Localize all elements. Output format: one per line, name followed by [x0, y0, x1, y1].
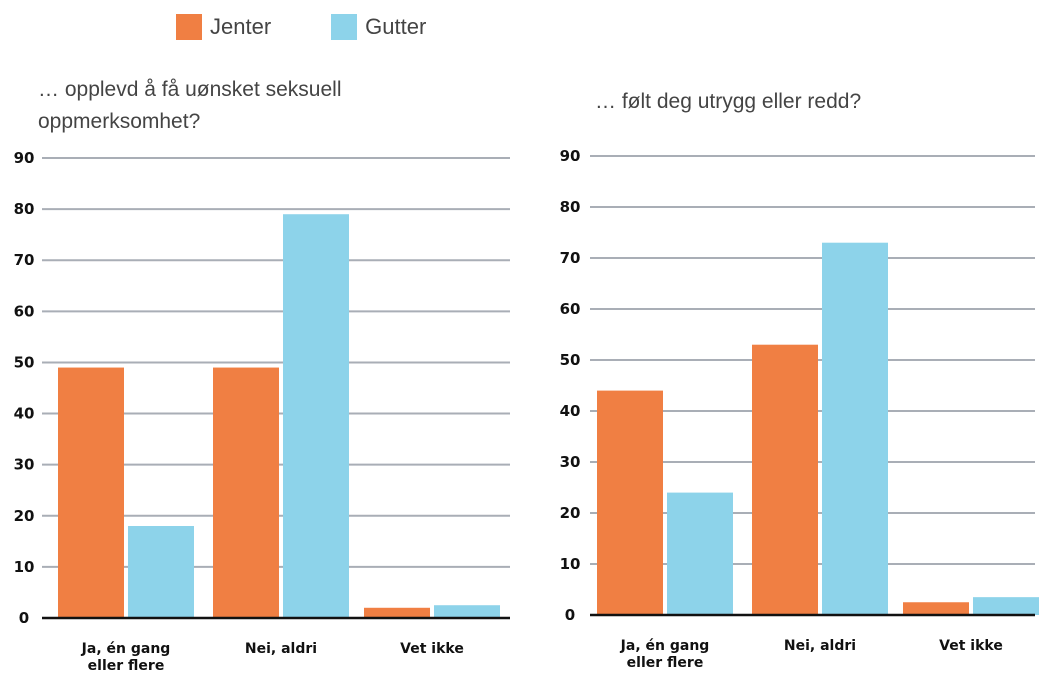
bar-jenter	[752, 344, 818, 615]
x-category-label: Nei, aldri	[784, 638, 856, 654]
y-tick-label: 0	[565, 606, 575, 624]
y-tick-label: 20	[14, 507, 35, 525]
bar-jenter	[58, 367, 124, 618]
legend-item-gutter: Gutter	[331, 14, 426, 40]
y-tick-label: 50	[14, 353, 35, 371]
y-tick-label: 60	[14, 302, 35, 320]
legend-item-jenter: Jenter	[176, 14, 271, 40]
legend-swatch-jenter	[176, 14, 202, 40]
bar-jenter	[903, 602, 969, 615]
legend-label-gutter: Gutter	[365, 14, 427, 39]
y-tick-label: 0	[19, 609, 29, 627]
bar-gutter	[973, 597, 1039, 615]
y-tick-label: 10	[14, 558, 35, 576]
y-tick-label: 80	[14, 200, 35, 218]
x-category-label: Ja, én gang eller flere	[81, 641, 171, 673]
legend-swatch-gutter	[331, 14, 358, 40]
y-tick-label: 80	[560, 198, 581, 216]
chart-1: 0 10 20 30 40 50 60 70 80 90 Ja, én gang eller fler…	[14, 149, 510, 673]
y-tick-label: 10	[560, 555, 581, 573]
x-category-label: Vet ikke	[400, 641, 464, 657]
y-tick-label: 50	[560, 351, 581, 369]
y-tick-label: 70	[14, 251, 35, 269]
y-tick-label: 30	[14, 456, 35, 474]
y-tick-label: 90	[14, 149, 35, 167]
y-tick-label: 30	[560, 453, 581, 471]
bar-jenter	[597, 390, 663, 615]
y-tick-label: 40	[560, 402, 581, 420]
legend-label-jenter: Jenter	[210, 14, 272, 39]
x-category-label: Vet ikke	[939, 638, 1003, 654]
chart-title-right: … følt deg utrygg eller redd?	[595, 90, 862, 113]
bar-gutter	[128, 526, 194, 618]
chart-2: 0 10 20 30 40 50 60 70 80 90 Ja, én gang eller fler…	[560, 147, 1039, 671]
y-tick-label: 40	[14, 405, 35, 423]
y-tick-label: 90	[560, 147, 581, 165]
legend: Jenter Gutter	[176, 14, 486, 40]
y-tick-label: 20	[560, 504, 581, 522]
bar-gutter	[283, 214, 349, 618]
chart-title-left: … opplevd å få uønsket seksuell oppmerks…	[38, 78, 342, 133]
bar-gutter	[822, 242, 888, 615]
bar-gutter	[667, 492, 733, 615]
y-tick-label: 70	[560, 249, 581, 267]
x-category-label: Nei, aldri	[245, 641, 317, 657]
x-category-label: Ja, én gang eller flere	[620, 638, 710, 671]
bar-gutter	[434, 605, 500, 618]
bar-jenter	[364, 607, 430, 618]
y-tick-label: 60	[560, 300, 581, 318]
bar-jenter	[213, 367, 279, 618]
